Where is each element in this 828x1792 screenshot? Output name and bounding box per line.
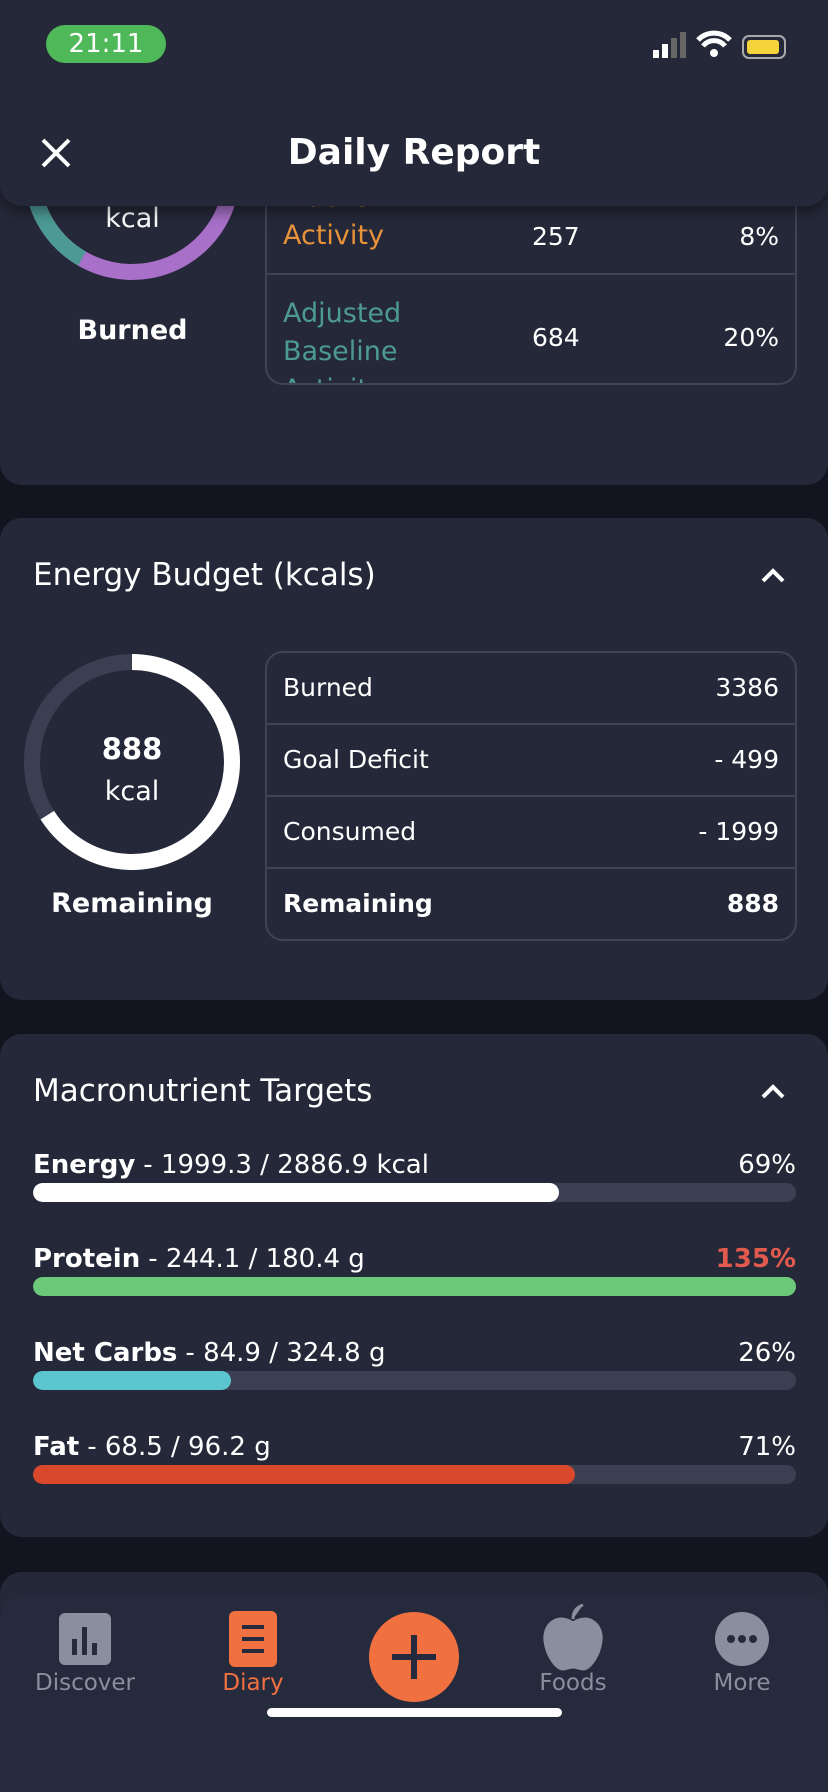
header-title: Daily Report xyxy=(287,132,541,173)
macro-row: Energy - 1999.3 / 2886.9 kcal 69% xyxy=(33,1150,796,1230)
table-row: Remaining 888 xyxy=(267,867,795,939)
donut-value: 888 xyxy=(101,732,163,766)
close-button[interactable] xyxy=(40,137,72,169)
budget-table: Burned 3386 Goal Deficit - 499 Consumed - 199… xyxy=(265,651,797,941)
row-value: - 1999 xyxy=(698,817,779,846)
donut-unit: kcal xyxy=(104,776,160,807)
donut-caption: Burned xyxy=(77,315,188,346)
table-row: Burned 3386 xyxy=(267,653,795,723)
row-value: 888 xyxy=(726,889,779,918)
row-label: Adjusted Baseline Activity xyxy=(283,298,402,383)
status-icons xyxy=(653,30,786,59)
table-row: Adjusted Baseline Activity 684 20% xyxy=(267,273,795,383)
macro-percent: 135% xyxy=(715,1244,796,1274)
card-title: Macronutrient Targets xyxy=(33,1073,373,1109)
row-label: Remaining xyxy=(283,889,433,918)
tab-label[interactable]: More xyxy=(713,1670,771,1696)
tab-label[interactable]: Diary xyxy=(222,1670,284,1696)
collapse-chevron[interactable] xyxy=(760,1082,786,1100)
macro-name: Net Carbs xyxy=(33,1338,178,1368)
macro-name: Energy xyxy=(33,1150,136,1180)
table-row: Goal Deficit - 499 xyxy=(267,723,795,795)
macro-row: Protein - 244.1 / 180.4 g 135% xyxy=(33,1244,796,1324)
progress-fill xyxy=(33,1371,232,1390)
row-value: 257 xyxy=(532,222,580,251)
macro-label: Energy - 1999.3 / 2886.9 kcal xyxy=(33,1150,429,1180)
progress-fill xyxy=(33,1277,796,1296)
collapse-chevron[interactable] xyxy=(760,566,786,584)
tab-label[interactable]: Discover xyxy=(34,1670,136,1696)
macro-label: Net Carbs - 84.9 / 324.8 g xyxy=(33,1338,385,1368)
progress-fill xyxy=(33,1183,560,1202)
tab-icons xyxy=(59,1603,769,1717)
macro-label: Protein - 244.1 / 180.4 g xyxy=(33,1244,365,1274)
macro-detail: - 1999.3 / 2886.9 kcal xyxy=(143,1150,429,1180)
row-value: 684 xyxy=(532,323,580,352)
row-value: - 499 xyxy=(714,745,779,774)
macros-card: Macronutrient Targets Energy - 1999.3 / 2… xyxy=(0,1034,828,1537)
remaining-donut xyxy=(24,654,240,870)
macro-label: Fat - 68.5 / 96.2 g xyxy=(33,1432,271,1462)
card-title: Energy Budget (kcals) xyxy=(33,557,376,593)
tab-label[interactable]: Foods xyxy=(539,1670,607,1696)
row-label: Consumed xyxy=(283,817,417,846)
donut-unit: kcal xyxy=(105,203,160,234)
macro-percent: 26% xyxy=(738,1338,796,1368)
macro-row: Net Carbs - 84.9 / 324.8 g 26% xyxy=(33,1338,796,1418)
progress-track xyxy=(33,1371,796,1390)
progress-fill xyxy=(33,1465,575,1484)
table-row: Consumed - 1999 xyxy=(267,795,795,867)
macro-name: Fat xyxy=(33,1432,80,1462)
status-time: 21:11 xyxy=(46,25,166,63)
macro-name: Protein xyxy=(33,1244,141,1274)
macro-detail: - 244.1 / 180.4 g xyxy=(148,1244,365,1274)
row-label: Goal Deficit xyxy=(283,745,429,774)
progress-track xyxy=(33,1465,796,1484)
row-value: 3386 xyxy=(715,673,779,702)
macro-percent: 71% xyxy=(738,1432,796,1462)
macro-percent: 69% xyxy=(738,1150,796,1180)
header: 21:11 Daily Report xyxy=(0,0,828,206)
progress-track xyxy=(33,1183,796,1202)
progress-track xyxy=(33,1277,796,1296)
row-percent: 8% xyxy=(739,222,779,251)
macro-row: Fat - 68.5 / 96.2 g 71% xyxy=(33,1432,796,1512)
row-label: Burned xyxy=(283,673,373,702)
macro-detail: - 84.9 / 324.8 g xyxy=(185,1338,386,1368)
energy-budget-card: Energy Budget (kcals) 888 kcal Remaining… xyxy=(0,518,828,1000)
macro-detail: - 68.5 / 96.2 g xyxy=(87,1432,271,1462)
donut-caption: Remaining xyxy=(51,888,213,919)
row-percent: 20% xyxy=(723,323,779,352)
